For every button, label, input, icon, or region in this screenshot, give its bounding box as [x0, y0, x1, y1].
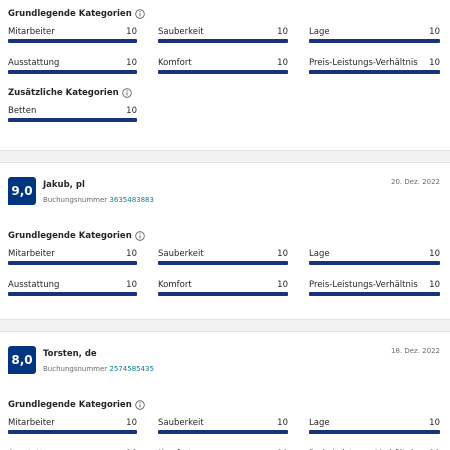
category-label: Ausstattung — [8, 58, 60, 68]
category-label: Komfort — [158, 280, 192, 290]
score-badge: 8,0 — [8, 346, 36, 374]
reviewer-name: Torsten, de — [43, 349, 97, 359]
category-score: 10 — [277, 280, 288, 290]
category-label: Lage — [309, 418, 330, 428]
category-score: 10 — [429, 27, 440, 37]
category-label: Preis-Leistungs-Verhältnis — [309, 280, 418, 290]
category-score: 10 — [429, 249, 440, 259]
info-icon[interactable] — [135, 231, 145, 241]
score-bar — [158, 261, 288, 265]
reviewer-name: Jakub, pl — [43, 180, 85, 190]
category-score: 10 — [126, 106, 137, 116]
group-title: Grundlegende Kategorien — [8, 231, 132, 241]
score-bar — [8, 430, 137, 434]
booking-number[interactable]: 2574585435 — [109, 365, 154, 373]
score-bar — [309, 292, 440, 296]
score-bar — [8, 118, 137, 122]
score-bar — [309, 39, 440, 43]
separator — [0, 150, 450, 163]
booking-number[interactable]: 3635483883 — [109, 196, 154, 204]
category-score: 10 — [429, 58, 440, 68]
category-label: Mitarbeiter — [8, 249, 55, 259]
score-bar — [8, 70, 137, 74]
category-score: 10 — [126, 418, 137, 428]
category-score: 10 — [126, 58, 137, 68]
score-bar — [158, 70, 288, 74]
category-score: 10 — [429, 280, 440, 290]
booking-line: Buchungsnummer 2574585435 — [43, 364, 154, 374]
booking-line: Buchungsnummer 3635483883 — [43, 195, 154, 205]
category-label: Betten — [8, 106, 37, 116]
category-label: Ausstattung — [8, 280, 60, 290]
score-bar — [309, 70, 440, 74]
review-date: 18. Dez. 2022 — [391, 347, 440, 355]
category-label: Mitarbeiter — [8, 27, 55, 37]
category-label: Komfort — [158, 58, 192, 68]
info-icon[interactable] — [135, 9, 145, 19]
score-bar — [8, 261, 137, 265]
category-label: Preis-Leistungs-Verhältnis — [309, 58, 418, 68]
score-bar — [158, 430, 288, 434]
group-title: Grundlegende Kategorien — [8, 400, 132, 410]
category-label: Sauberkeit — [158, 418, 204, 428]
category-label: Lage — [309, 249, 330, 259]
category-score: 10 — [277, 58, 288, 68]
category-score: 10 — [126, 280, 137, 290]
group-title: Zusätzliche Kategorien — [8, 88, 119, 98]
score-bar — [8, 39, 137, 43]
score-bar — [158, 39, 288, 43]
category-label: Mitarbeiter — [8, 418, 55, 428]
info-icon[interactable] — [121, 88, 132, 98]
category-score: 10 — [277, 249, 288, 259]
info-icon[interactable] — [135, 400, 145, 410]
category-score: 10 — [277, 27, 288, 37]
score-badge: 9,0 — [8, 177, 36, 205]
category-score: 10 — [126, 249, 137, 259]
review-date: 20. Dez. 2022 — [391, 178, 440, 186]
category-score: 10 — [429, 418, 440, 428]
separator — [0, 319, 450, 332]
score-bar — [309, 430, 440, 434]
score-bar — [309, 261, 440, 265]
score-bar — [158, 292, 288, 296]
score-bar — [8, 292, 137, 296]
category-score: 10 — [277, 418, 288, 428]
category-score: 10 — [126, 27, 137, 37]
category-label: Sauberkeit — [158, 249, 204, 259]
group-title: Grundlegende Kategorien — [8, 9, 132, 19]
booking-label: Buchungsnummer — [43, 365, 110, 373]
category-label: Sauberkeit — [158, 27, 204, 37]
booking-label: Buchungsnummer — [43, 196, 110, 204]
category-label: Lage — [309, 27, 330, 37]
